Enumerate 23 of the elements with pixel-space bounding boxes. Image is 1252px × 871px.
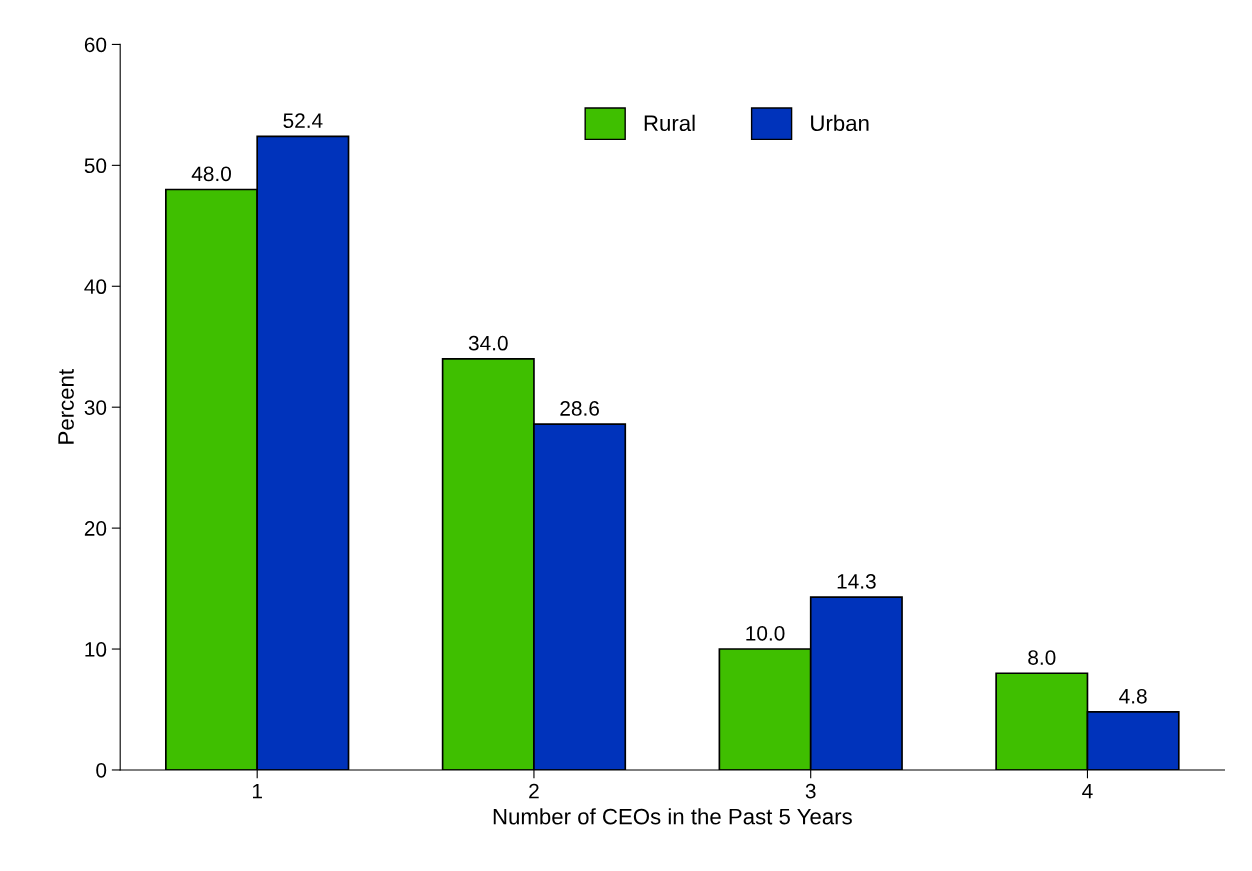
data-label: 34.0 xyxy=(468,335,508,351)
y-tick-label: 0 xyxy=(96,762,107,778)
x-axis-title: Number of CEOs in the Past 5 Years xyxy=(493,808,852,825)
y-axis-title: Percent xyxy=(58,369,74,444)
legend-label: Rural xyxy=(644,114,695,132)
x-tick-label: 3 xyxy=(805,783,816,799)
legend-label: Urban xyxy=(811,114,869,132)
x-tick-label: 1 xyxy=(252,783,262,799)
data-label: 8.0 xyxy=(1028,650,1056,665)
data-label: 4.8 xyxy=(1119,688,1147,704)
data-label: 48.0 xyxy=(191,166,231,182)
y-tick-label: 20 xyxy=(84,521,107,536)
x-tick-label: 2 xyxy=(529,783,539,799)
y-tick-label: 60 xyxy=(84,37,107,53)
data-label: 14.3 xyxy=(837,574,876,589)
x-tick-label: 4 xyxy=(1082,783,1093,799)
y-tick-label: 50 xyxy=(84,158,107,174)
data-label: 10.0 xyxy=(746,626,785,641)
data-label: 52.4 xyxy=(283,113,323,129)
y-tick-label: 10 xyxy=(85,642,107,657)
y-tick-label: 40 xyxy=(84,279,107,295)
y-tick-label: 30 xyxy=(84,400,107,415)
data-label: 28.6 xyxy=(560,401,599,416)
